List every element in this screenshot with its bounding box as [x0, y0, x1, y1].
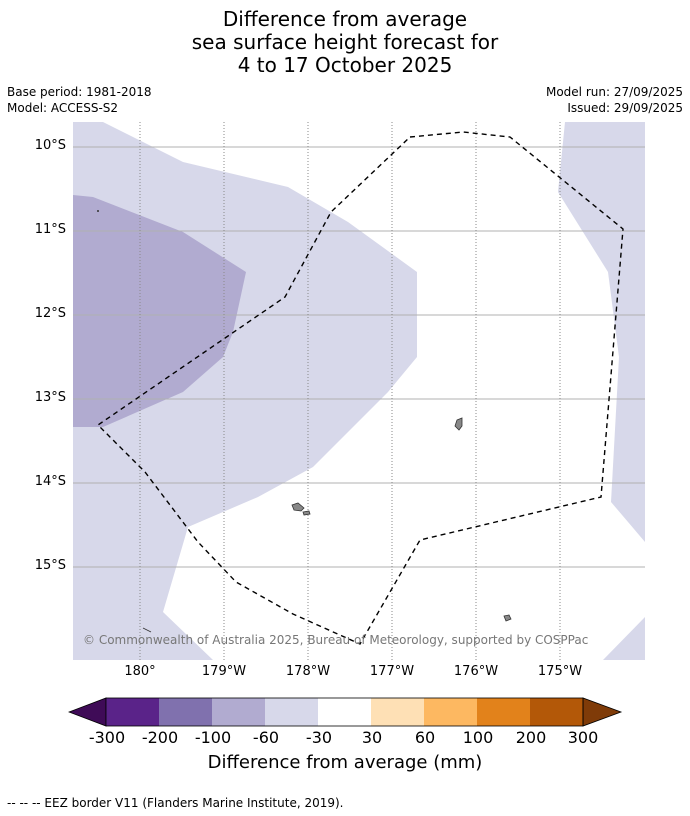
legend-tick-neg200: -200: [141, 728, 179, 747]
lon-label-178w: 178°W: [285, 664, 331, 679]
legend-tick-neg30: -30: [305, 728, 333, 747]
lon-label-176w: 176°W: [453, 664, 499, 679]
map-title: Difference from average sea surface heig…: [0, 8, 690, 77]
legend-tick-30: 30: [361, 728, 383, 747]
colorbar-segment-2: [159, 698, 212, 726]
lat-label-13s: 13°S: [34, 390, 66, 405]
model-name: Model: ACCESS-S2: [7, 101, 119, 115]
colorbar-extend-high: [582, 697, 623, 727]
legend-title: Difference from average (mm): [207, 752, 483, 773]
meta-right: Model run: 27/09/2025 Issued: 29/09/2025: [546, 84, 683, 116]
colorbar-segment-4: [265, 698, 318, 726]
island-southeast: [503, 614, 512, 622]
legend-tick-300: 300: [567, 728, 599, 747]
eez-border: [96, 131, 624, 645]
title-line-2: sea surface height forecast for: [191, 30, 499, 54]
lat-label-10s: 10°S: [34, 138, 66, 153]
model-run: Model run: 27/09/2025: [545, 85, 683, 99]
colorbar-segment-3: [212, 698, 265, 726]
legend-tick-neg60: -60: [252, 728, 280, 747]
colorbar-segment-7: [424, 698, 477, 726]
base-period: Base period: 1981-2018: [7, 85, 152, 99]
colorbar-outline: [105, 697, 584, 727]
lat-gridlines: [73, 146, 645, 568]
lat-label-15s: 15°S: [34, 558, 66, 573]
legend-tick-100: 100: [462, 728, 494, 747]
legend-tick-200: 200: [515, 728, 547, 747]
eez-footnote: -- -- -- EEZ border V11 (Flanders Marine…: [7, 796, 344, 810]
lat-label-14s: 14°S: [34, 474, 66, 489]
colorbar-segment-8: [477, 698, 530, 726]
lon-label-179w: 179°W: [201, 664, 247, 679]
lon-label-175w: 175°W: [537, 664, 583, 679]
lat-label-11s: 11°S: [34, 222, 66, 237]
anomaly-region-light-southeast: [603, 617, 645, 660]
anomaly-region-medium-west: [73, 195, 246, 427]
island-central-small: [302, 510, 311, 516]
colorbar-segment-9: [530, 698, 583, 726]
colorbar-segment-5: [318, 698, 371, 726]
colorbar-segment-1: [106, 698, 159, 726]
colorbar-extend-low: [68, 697, 107, 727]
title-line-3: 4 to 17 October 2025: [237, 53, 453, 77]
meta-left: Base period: 1981-2018 Model: ACCESS-S2: [7, 84, 152, 116]
colorbar: [68, 697, 623, 727]
island-southwest: [142, 627, 152, 633]
anomaly-region-light-east: [558, 122, 645, 542]
island-northwest: [97, 210, 99, 212]
island-east: [454, 417, 463, 431]
colorbar-segment-6: [371, 698, 424, 726]
legend-tick-neg300: -300: [88, 728, 126, 747]
copyright-notice: © Commonwealth of Australia 2025, Bureau…: [83, 633, 589, 647]
map-panel: [73, 122, 645, 660]
island-central: [291, 502, 305, 512]
lon-label-180: 180°: [124, 664, 156, 679]
issued-date: Issued: 29/09/2025: [567, 101, 683, 115]
legend-tick-neg100: -100: [194, 728, 232, 747]
lon-label-177w: 177°W: [369, 664, 415, 679]
title-line-1: Difference from average: [222, 7, 468, 31]
lat-label-12s: 12°S: [34, 306, 66, 321]
legend-tick-60: 60: [414, 728, 436, 747]
